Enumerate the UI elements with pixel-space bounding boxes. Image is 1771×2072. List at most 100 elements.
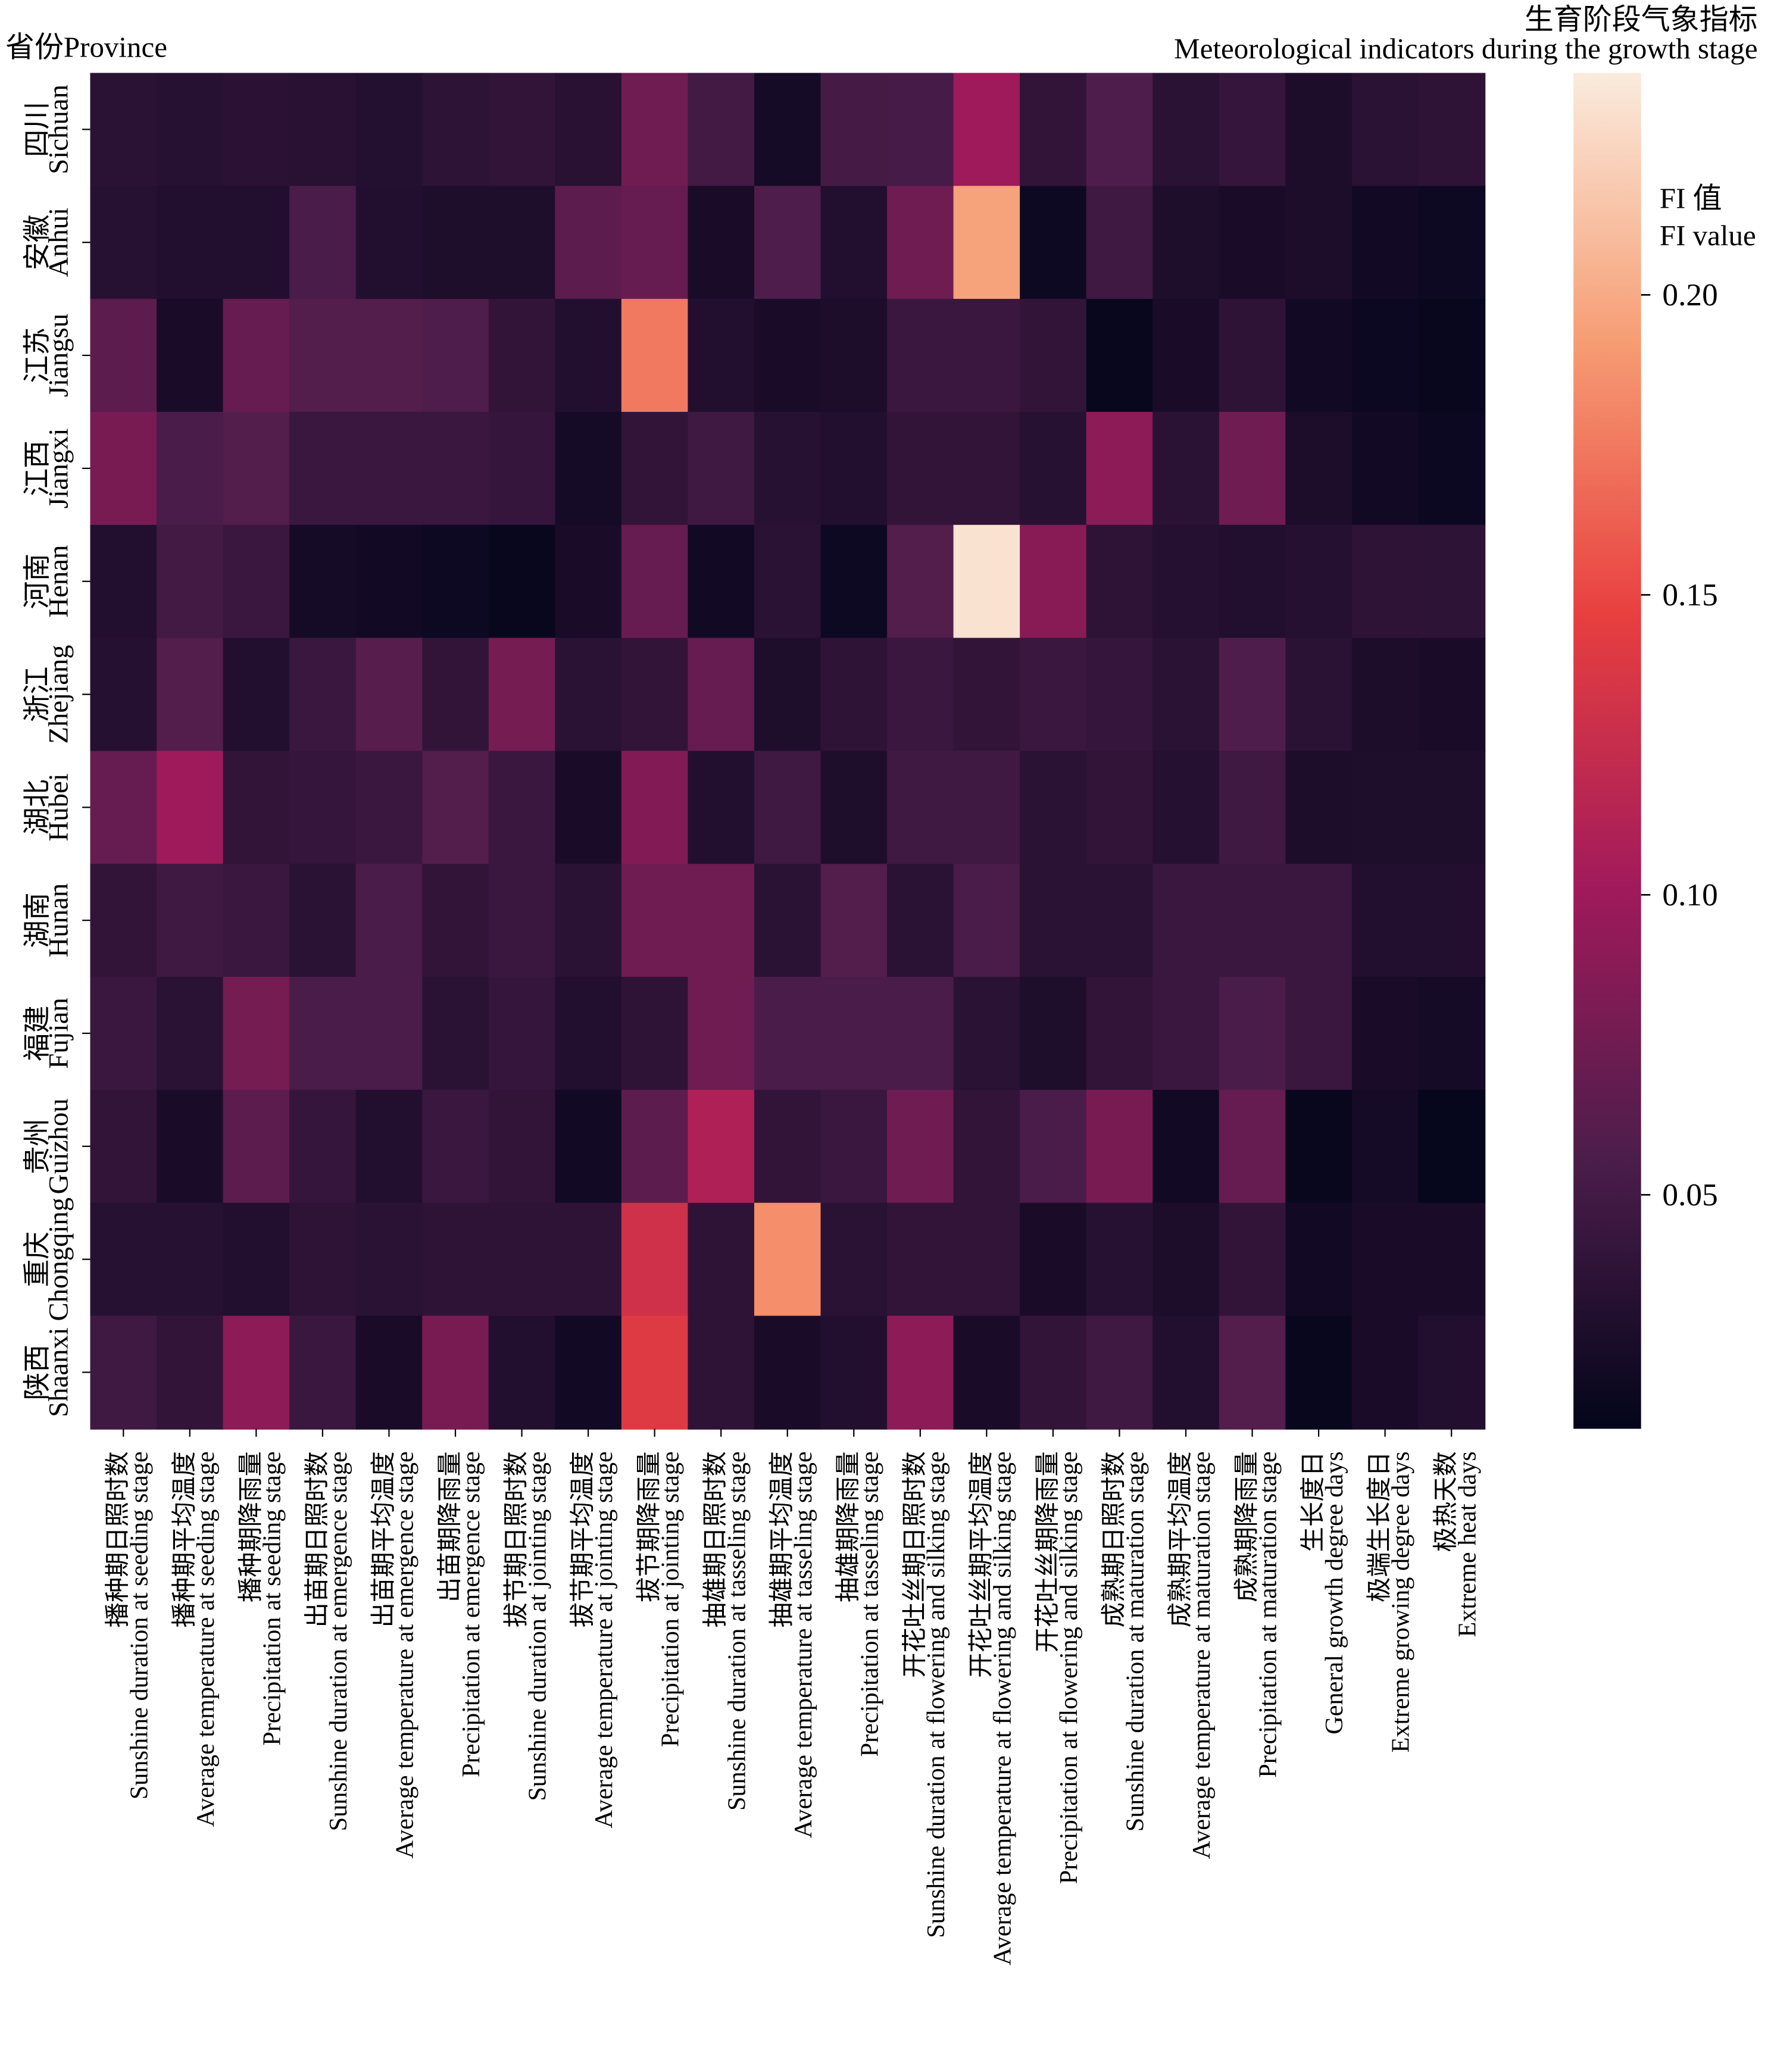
heat-cell: [488, 1089, 556, 1204]
heat-cell: [1418, 751, 1486, 865]
x-tick-label-zh: 生长度日: [1300, 1451, 1328, 1552]
x-tick-label-en: Precipitation at jointing stage: [657, 1451, 685, 1747]
heat-cell: [223, 1089, 291, 1204]
x-tick-label-zh: 成熟期平均温度: [1166, 1451, 1194, 1627]
heat-cell: [488, 73, 556, 187]
heat-cell: [223, 73, 291, 187]
heat-cell: [422, 524, 490, 639]
x-tick-label-zh: 极热天数: [1432, 1451, 1460, 1552]
heat-cell: [688, 411, 755, 526]
heat-cell: [688, 751, 755, 865]
heat-cell: [1418, 186, 1486, 300]
heat-cell: [1285, 864, 1353, 978]
x-tick-label-zh: 成熟期日照时数: [1100, 1451, 1128, 1627]
x-tick-label-zh: 播种期日照时数: [104, 1451, 132, 1627]
heat-cell: [555, 524, 623, 639]
heat-cell: [1020, 977, 1088, 1091]
colorbar: [1573, 73, 1641, 1429]
heat-cell: [688, 637, 755, 752]
heat-cell: [1418, 864, 1486, 978]
heat-cell: [355, 1089, 423, 1204]
x-tick-label-en: General growth degree days: [1320, 1451, 1348, 1735]
heat-cell: [1351, 73, 1419, 187]
heat-cell: [223, 299, 291, 413]
heat-cell: [157, 73, 224, 187]
heat-cell: [820, 1202, 888, 1317]
x-tick-label-en: Precipitation at flowering and silking s…: [1055, 1451, 1083, 1884]
heat-cell: [1285, 1202, 1353, 1317]
heat-cell: [1152, 411, 1220, 526]
heat-cell: [1086, 977, 1154, 1091]
heat-cell: [887, 637, 954, 752]
y-tick-label-zh: 湖北: [22, 780, 53, 836]
heat-cell: [754, 186, 822, 300]
x-tick-label-zh: 拔节期日照时数: [502, 1451, 530, 1627]
heat-cell: [820, 299, 888, 413]
heat-cell: [157, 524, 224, 639]
heat-cell: [555, 977, 623, 1091]
heat-cell: [289, 1089, 357, 1204]
heat-cell: [223, 637, 291, 752]
heat-cell: [90, 977, 158, 1091]
heat-cell: [754, 751, 822, 865]
x-axis-label-zh: 生育阶段气象指标: [1525, 3, 1758, 36]
heat-cell: [223, 411, 291, 526]
heat-cell: [488, 1202, 556, 1317]
heat-cell: [1152, 864, 1220, 978]
y-tick-label-en: Jiangxi: [43, 428, 74, 508]
heat-cell: [1152, 73, 1220, 187]
heat-cell: [953, 864, 1021, 978]
heat-cell: [887, 411, 954, 526]
x-tick-label-en: Extreme heat days: [1453, 1451, 1481, 1637]
x-tick-label-zh: 出苗期降雨量: [436, 1451, 464, 1602]
x-tick-label-en: Precipitation at seeding stage: [258, 1451, 286, 1746]
heat-cell: [157, 864, 224, 978]
heat-cell: [1152, 1089, 1220, 1204]
heat-cell: [1418, 1089, 1486, 1204]
heat-cell: [1418, 299, 1486, 413]
heat-cell: [90, 299, 158, 413]
x-tick-label-zh: 成熟期降雨量: [1233, 1451, 1261, 1602]
heat-cell: [223, 1202, 291, 1317]
y-tick-label-zh: 福建: [22, 1005, 53, 1061]
heat-cell: [1219, 1315, 1286, 1430]
heat-cell: [157, 299, 224, 413]
y-tick-label-en: Fujian: [43, 998, 74, 1068]
heat-cell: [488, 411, 556, 526]
heat-cell: [820, 524, 888, 639]
heat-cell: [1285, 73, 1353, 187]
x-tick-label-en: Sunshine duration at tasseling stage: [723, 1451, 751, 1811]
x-tick-label-en: Precipitation at emergence stage: [457, 1451, 485, 1777]
heat-cell: [289, 186, 357, 300]
heat-cell: [90, 864, 158, 978]
heat-cell: [157, 1315, 224, 1430]
y-tick-label-en: Henan: [43, 545, 74, 618]
heat-cell: [555, 299, 623, 413]
heat-cell: [1219, 411, 1286, 526]
heat-cell: [157, 637, 224, 752]
heat-cell: [157, 411, 224, 526]
y-tick-label-zh: 安徽: [22, 214, 53, 270]
heat-cell: [355, 411, 423, 526]
heat-cell: [1351, 1089, 1419, 1204]
heat-cell: [820, 637, 888, 752]
x-tick-label-en: Average temperature at jointing stage: [590, 1451, 618, 1828]
heat-cell: [820, 411, 888, 526]
y-tick-label-zh: 四川: [22, 102, 53, 158]
heat-cell: [1086, 411, 1154, 526]
heat-cell: [1086, 751, 1154, 865]
heat-cell: [1020, 1315, 1088, 1430]
heat-cell: [1152, 637, 1220, 752]
heat-cell: [157, 1089, 224, 1204]
heat-cell: [488, 751, 556, 865]
heat-cell: [887, 1315, 954, 1430]
heat-cell: [1086, 73, 1154, 187]
heat-cell: [355, 299, 423, 413]
heat-cell: [422, 751, 490, 865]
heat-cell: [422, 977, 490, 1091]
heat-cell: [488, 1315, 556, 1430]
heat-cell: [422, 73, 490, 187]
heat-cell: [1219, 1089, 1286, 1204]
heat-cell: [621, 186, 689, 300]
heat-cell: [555, 637, 623, 752]
